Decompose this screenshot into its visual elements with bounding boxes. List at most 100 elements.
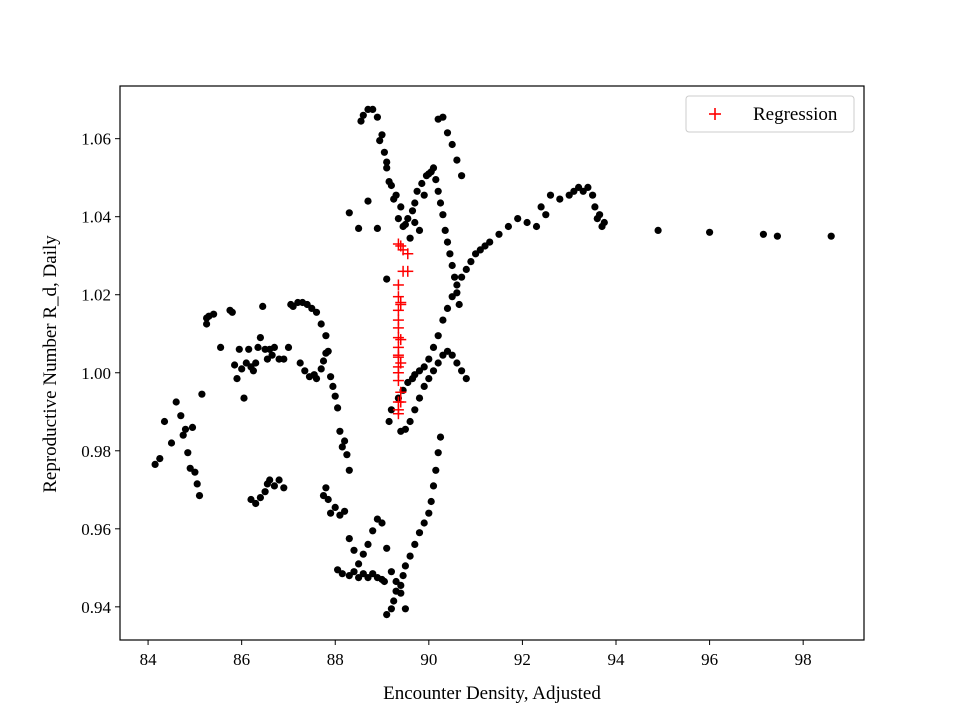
observed-point	[378, 519, 386, 527]
observed-point	[324, 495, 332, 504]
observed-point	[654, 226, 662, 234]
observed-point	[495, 230, 503, 238]
observed-point	[448, 140, 456, 149]
observed-point	[247, 495, 255, 504]
x-tick-label: 98	[795, 650, 812, 669]
observed-point	[231, 361, 239, 369]
observed-point	[355, 224, 363, 232]
observed-point	[514, 215, 522, 223]
observed-point	[425, 355, 433, 363]
x-axis-label: Encounter Density, Adjusted	[383, 683, 601, 704]
observed-point	[458, 367, 466, 375]
observed-point	[546, 191, 555, 199]
observed-point	[425, 509, 433, 517]
observed-point	[406, 417, 414, 426]
observed-point	[401, 562, 409, 570]
x-tick-label: 94	[608, 650, 626, 669]
observed-point	[249, 367, 257, 375]
observed-point	[420, 519, 428, 527]
x-tick-label: 92	[514, 650, 531, 669]
observed-point	[341, 437, 349, 445]
observed-point	[296, 359, 304, 367]
observed-point	[334, 404, 342, 412]
observed-point	[385, 178, 393, 186]
data-points	[151, 105, 835, 619]
observed-point	[301, 367, 309, 375]
observed-point	[537, 203, 545, 211]
observed-point	[443, 129, 452, 137]
observed-point	[364, 540, 372, 549]
observed-point	[355, 560, 363, 568]
regression-point	[392, 375, 404, 387]
observed-point	[458, 273, 466, 281]
observed-point	[317, 365, 325, 373]
observed-point	[217, 343, 225, 351]
observed-point	[317, 320, 325, 328]
regression-point	[392, 304, 404, 316]
observed-point	[238, 365, 246, 373]
observed-point	[378, 131, 386, 139]
observed-point	[369, 105, 377, 113]
y-tick-label: 0.98	[81, 442, 111, 461]
y-tick-label: 1.06	[81, 130, 111, 149]
observed-point	[245, 345, 253, 353]
observed-point	[240, 394, 248, 402]
observed-point	[589, 191, 597, 199]
observed-point	[451, 273, 459, 281]
observed-point	[418, 179, 426, 188]
regression-point	[402, 265, 414, 277]
observed-point	[439, 113, 447, 121]
observed-point	[390, 195, 398, 203]
observed-point	[359, 111, 367, 119]
observed-point	[343, 451, 351, 459]
observed-point	[203, 320, 211, 328]
regression-point	[402, 248, 414, 260]
observed-point	[322, 332, 330, 340]
observed-point	[399, 222, 407, 231]
observed-point	[415, 529, 424, 537]
observed-point	[390, 597, 398, 605]
observed-point	[252, 499, 260, 508]
observed-point	[453, 281, 461, 289]
observed-point	[376, 137, 384, 145]
observed-point	[336, 427, 344, 435]
regression-point	[392, 238, 404, 250]
observed-point	[380, 577, 388, 586]
x-tick-label: 96	[701, 650, 718, 669]
y-axis-label: Reproductive Number R_d, Daily	[40, 235, 61, 493]
observed-point	[259, 302, 267, 310]
observed-point	[275, 476, 283, 484]
observed-point	[462, 265, 470, 273]
y-tick-label: 1.00	[81, 364, 111, 383]
observed-point	[319, 357, 328, 365]
observed-point	[542, 211, 550, 219]
observed-point	[427, 168, 435, 176]
regression-point	[395, 334, 407, 346]
observed-point	[195, 492, 204, 500]
y-tick-label: 1.02	[81, 286, 111, 305]
regression-point	[392, 332, 404, 344]
observed-point	[411, 218, 419, 227]
observed-point	[266, 476, 274, 484]
observed-point	[486, 238, 494, 246]
observed-point	[404, 215, 412, 223]
observed-point	[408, 207, 417, 215]
observed-point	[373, 224, 381, 232]
legend-label-regression: Regression	[753, 104, 838, 125]
observed-point	[436, 433, 445, 441]
observed-point	[773, 232, 782, 240]
observed-point	[448, 351, 456, 359]
observed-point	[193, 480, 201, 488]
observed-point	[455, 300, 463, 309]
observed-point	[429, 367, 438, 375]
observed-point	[401, 425, 409, 433]
observed-point	[434, 187, 442, 195]
observed-point	[167, 439, 176, 447]
observed-point	[350, 546, 358, 554]
observed-point	[312, 375, 321, 383]
observed-point	[467, 258, 475, 266]
observed-point	[827, 232, 835, 240]
observed-point	[504, 222, 512, 231]
observed-point	[188, 423, 197, 431]
